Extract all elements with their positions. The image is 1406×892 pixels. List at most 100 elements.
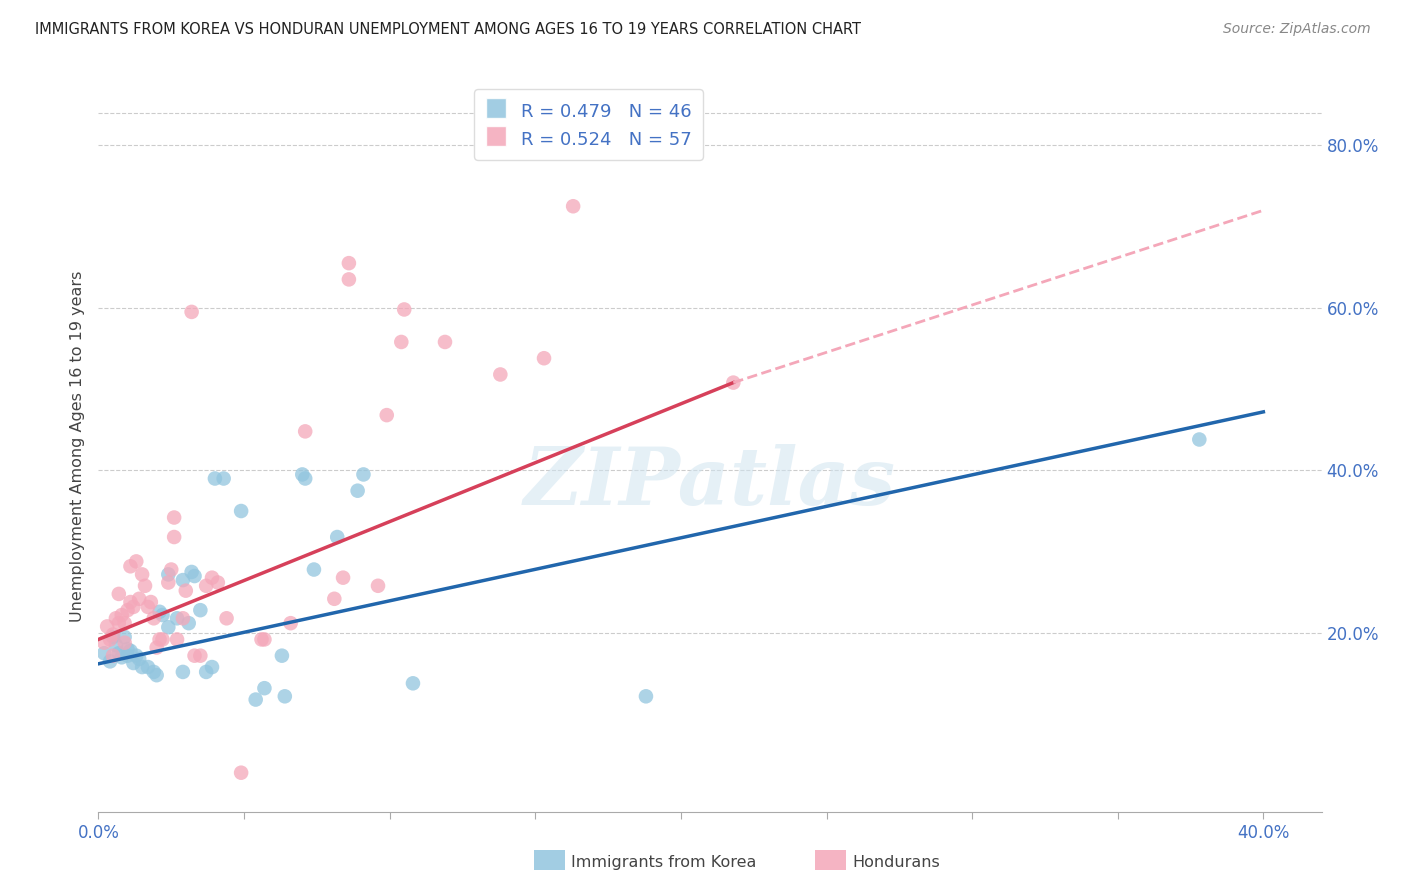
Point (634, 690, 657, 704)
Point (131, 660, 153, 674)
Point (1188, 433, 1211, 447)
Point (149, 605, 172, 619)
Point (98, 654, 121, 668)
Point (104, 611, 127, 625)
Point (195, 579, 218, 593)
Point (108, 587, 131, 601)
Point (562, 199, 585, 213)
Point (139, 595, 162, 609)
Point (142, 665, 165, 679)
Point (93, 635, 115, 649)
Point (332, 571, 354, 585)
Point (291, 467, 314, 482)
Point (93, 646, 115, 660)
Point (125, 554, 148, 568)
Point (231, 504, 253, 518)
Y-axis label: Unemployment Among Ages 16 to 19 years: Unemployment Among Ages 16 to 19 years (69, 270, 84, 622)
Point (122, 656, 145, 670)
Point (149, 632, 172, 647)
Point (183, 648, 205, 663)
Text: Hondurans: Hondurans (852, 855, 939, 870)
Point (201, 571, 224, 585)
Point (163, 510, 186, 524)
Point (104, 638, 127, 652)
Point (375, 408, 398, 422)
Point (114, 630, 136, 644)
Point (114, 616, 136, 631)
Point (111, 608, 134, 623)
Point (302, 562, 325, 576)
Point (96, 619, 118, 633)
Point (98, 632, 121, 647)
Point (152, 632, 174, 647)
Point (253, 681, 276, 696)
Point (166, 611, 188, 625)
Point (188, 648, 212, 663)
Point (367, 579, 389, 593)
Point (337, 256, 360, 270)
Point (274, 690, 297, 704)
Point (402, 676, 425, 690)
Point (489, 368, 512, 382)
Point (152, 608, 174, 623)
Point (195, 665, 218, 679)
Point (337, 272, 360, 286)
Point (101, 627, 124, 641)
Point (136, 660, 159, 674)
Point (157, 567, 180, 582)
Point (125, 648, 148, 663)
Point (120, 559, 142, 574)
Point (157, 575, 180, 590)
Point (111, 650, 134, 665)
Point (122, 599, 145, 614)
Point (163, 530, 186, 544)
Point (204, 471, 226, 485)
Point (120, 644, 142, 658)
Point (180, 565, 202, 579)
Point (188, 603, 212, 617)
Point (101, 630, 124, 644)
Point (160, 562, 183, 576)
Point (250, 632, 273, 647)
Point (172, 611, 194, 625)
Point (207, 575, 229, 590)
Point (180, 305, 202, 319)
Point (323, 591, 346, 606)
Point (280, 616, 302, 631)
Point (101, 648, 124, 663)
Point (145, 640, 167, 655)
Text: IMMIGRANTS FROM KOREA VS HONDURAN UNEMPLOYMENT AMONG AGES 16 TO 19 YEARS CORRELA: IMMIGRANTS FROM KOREA VS HONDURAN UNEMPL… (35, 22, 860, 37)
Point (108, 616, 131, 631)
Point (270, 648, 294, 663)
Point (172, 573, 194, 587)
Point (245, 692, 267, 706)
Point (157, 620, 180, 634)
Point (166, 632, 188, 647)
Text: Source: ZipAtlas.com: Source: ZipAtlas.com (1223, 22, 1371, 37)
Point (172, 665, 194, 679)
Point (201, 660, 224, 674)
Point (326, 530, 349, 544)
Point (433, 334, 456, 349)
Text: ZIPatlas: ZIPatlas (524, 444, 896, 521)
Point (114, 635, 136, 649)
Point (392, 302, 416, 317)
Legend: R = 0.479   N = 46, R = 0.524   N = 57: R = 0.479 N = 46, R = 0.524 N = 57 (474, 89, 703, 160)
Point (145, 668, 167, 682)
Point (174, 583, 197, 598)
Point (177, 616, 200, 631)
Point (142, 611, 165, 625)
Point (136, 599, 159, 614)
Point (294, 425, 316, 439)
Point (533, 351, 555, 366)
Point (352, 467, 374, 482)
Point (108, 646, 131, 660)
Point (215, 611, 238, 625)
Point (131, 567, 153, 582)
Point (120, 595, 142, 609)
Point (231, 765, 253, 780)
Point (128, 652, 150, 666)
Point (117, 648, 139, 663)
Point (389, 334, 412, 349)
Point (134, 579, 156, 593)
